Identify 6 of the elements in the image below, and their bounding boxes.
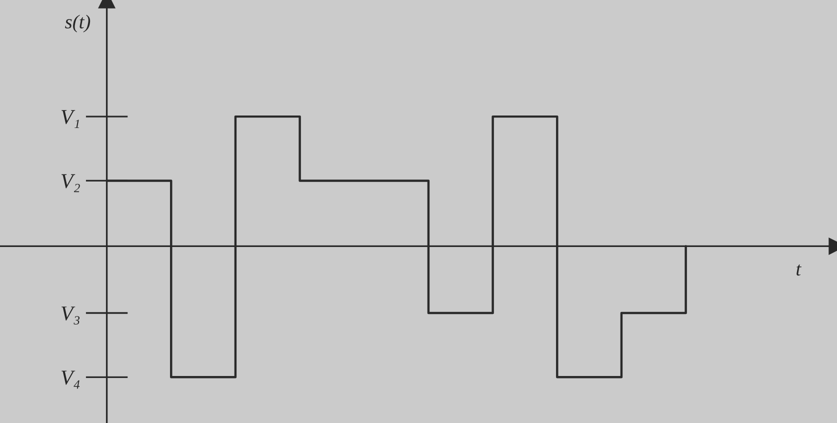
y-axis-title: s(t) (65, 14, 90, 32)
annotation: V₄ (62, 370, 80, 389)
x-axis-title: t (796, 264, 802, 276)
annotation: V₂ (62, 174, 80, 192)
annotation: V₃ (62, 306, 80, 325)
annotation: V₁ (62, 110, 80, 128)
